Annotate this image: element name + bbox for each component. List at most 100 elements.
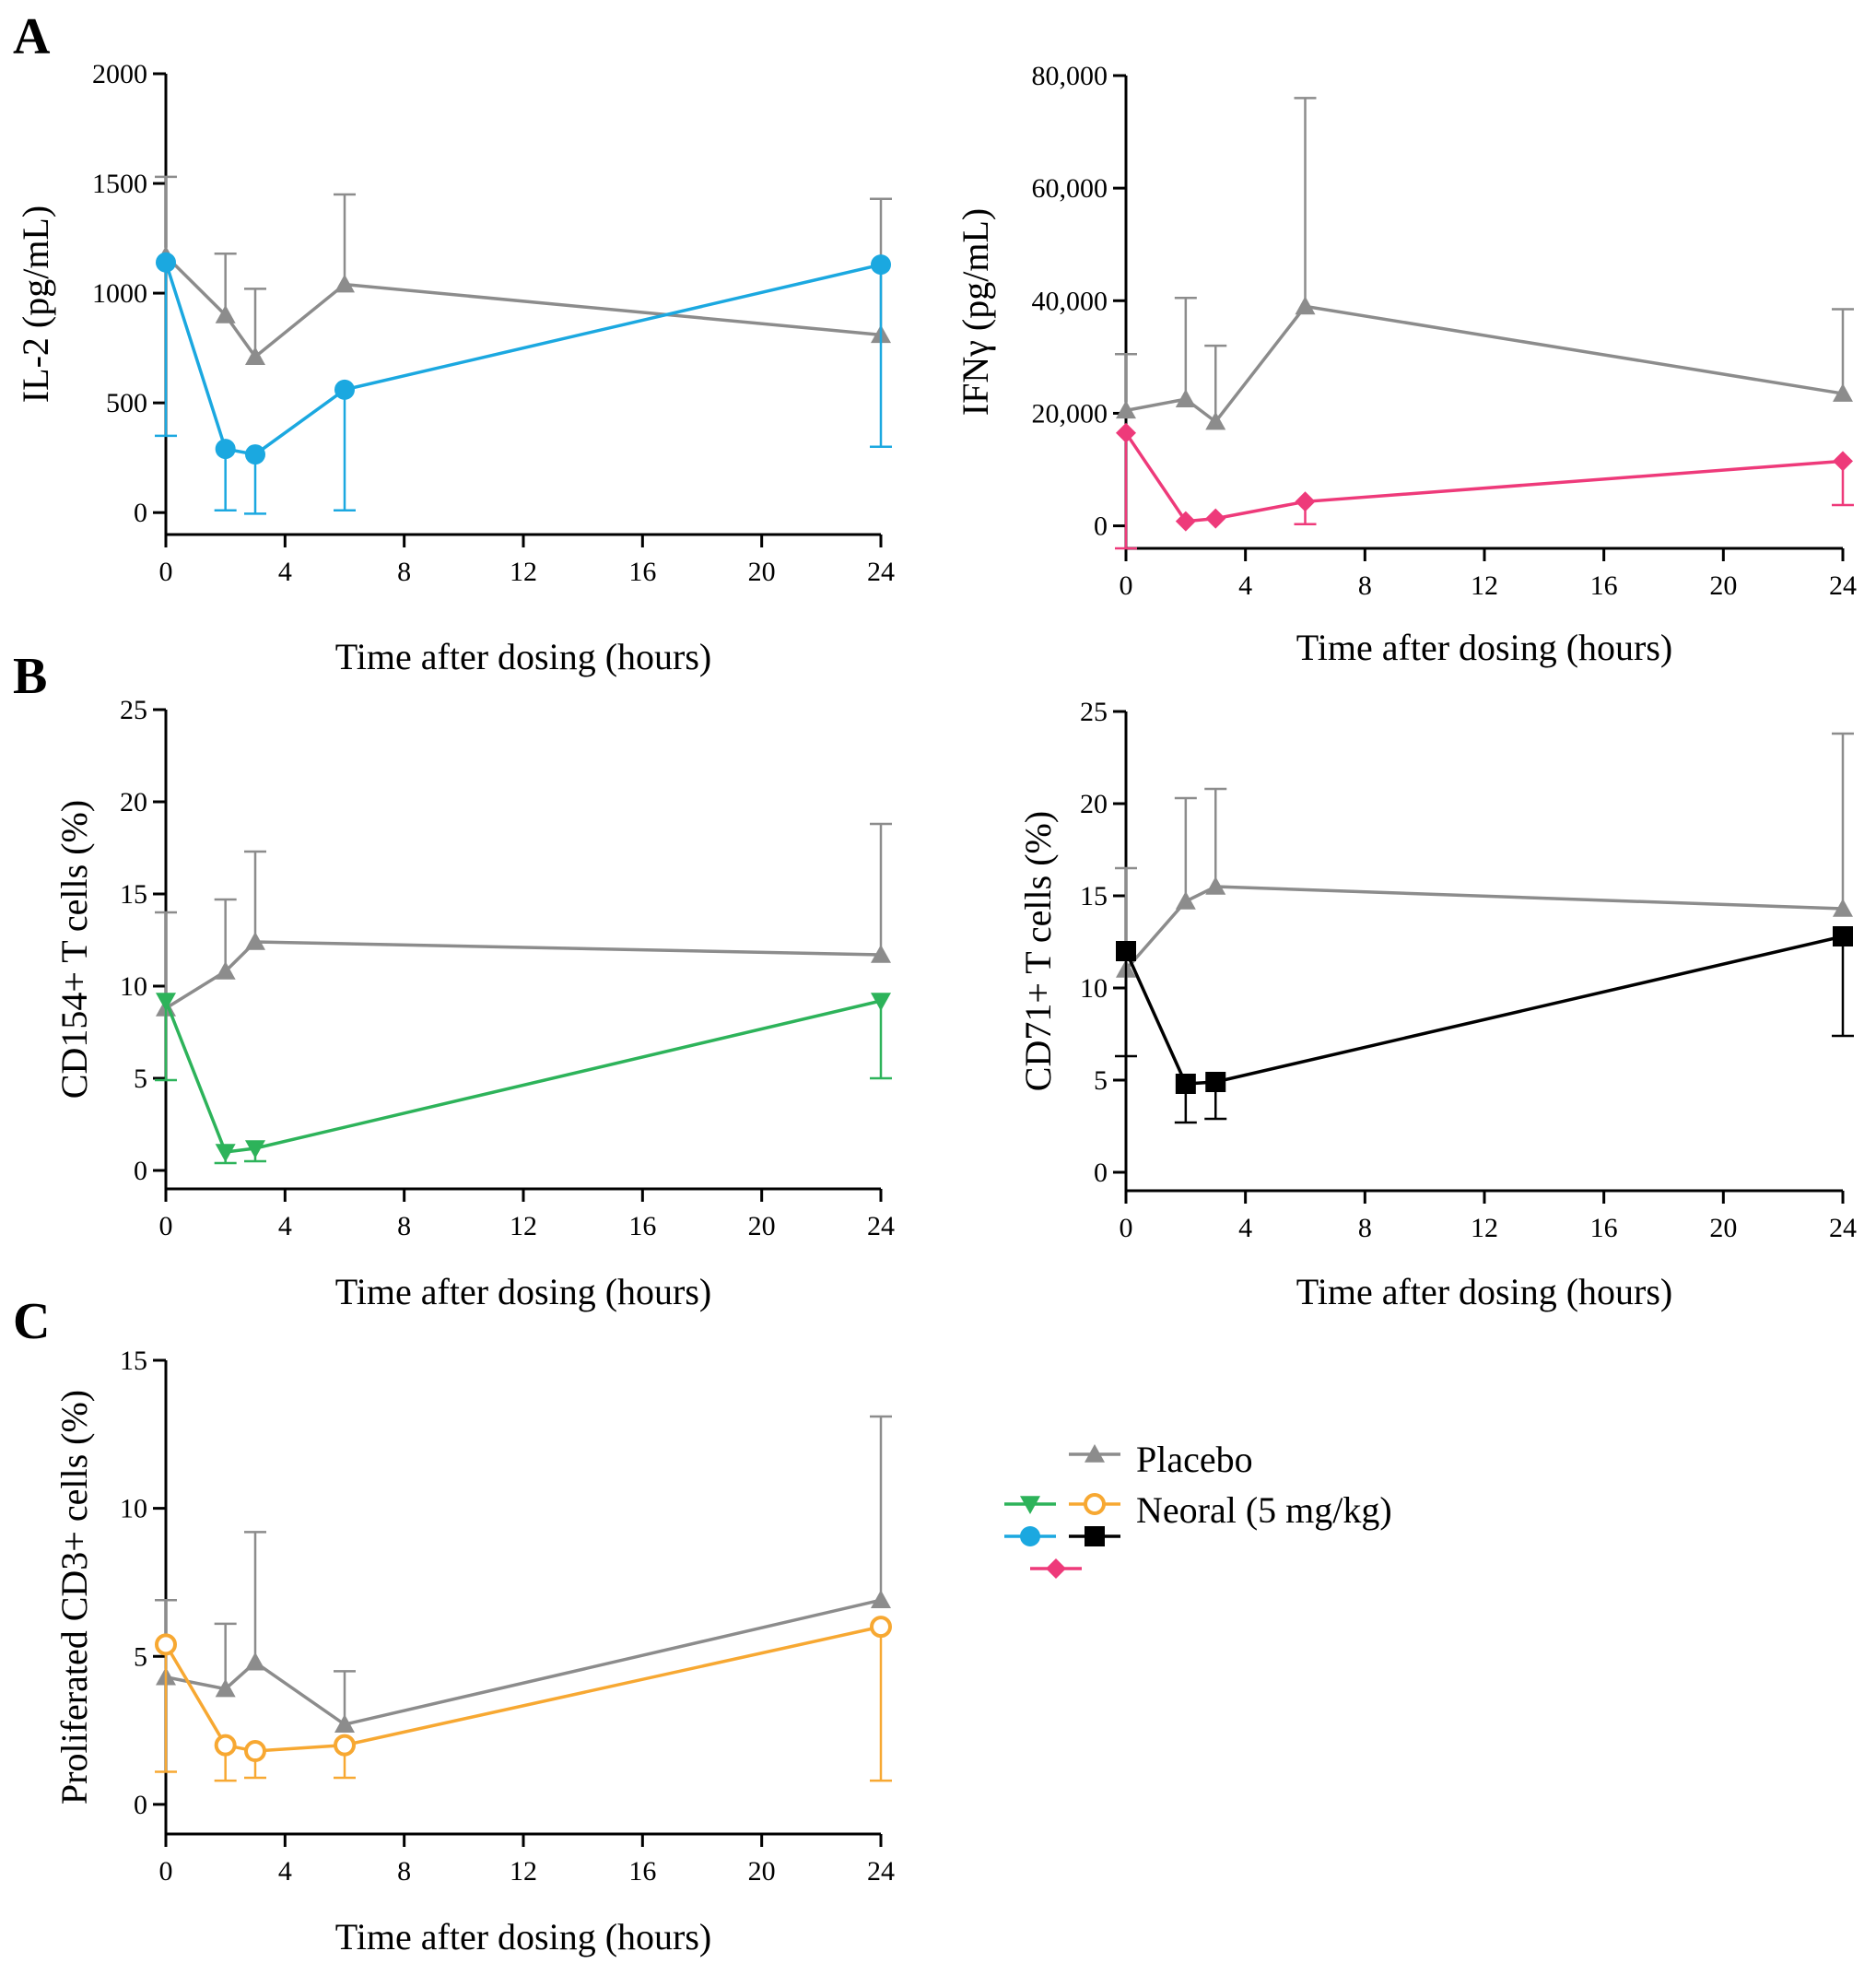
y-tick-label: 10 bbox=[1080, 973, 1108, 1004]
legend-symbol-placebo-marker bbox=[1085, 1444, 1105, 1463]
x-tick-label: 4 bbox=[278, 557, 292, 587]
series-placebo bbox=[155, 822, 892, 1017]
x-tick-label: 12 bbox=[1471, 570, 1498, 601]
series-line bbox=[1124, 935, 1844, 1086]
chart-ifng: 0 20,000 40,000 60,000 80,000 0 4 8 12 16 20 24 Time… bbox=[955, 61, 1857, 668]
data-point bbox=[245, 932, 265, 950]
data-point bbox=[871, 945, 891, 963]
data-point bbox=[1205, 508, 1226, 529]
data-point bbox=[1175, 891, 1196, 910]
data-point bbox=[215, 1144, 236, 1162]
x-tick-label: 12 bbox=[510, 557, 537, 587]
x-tick-label: 0 bbox=[1120, 570, 1133, 601]
data-point bbox=[1116, 400, 1136, 419]
data-point bbox=[1116, 941, 1136, 961]
x-tick-label: 4 bbox=[278, 1211, 292, 1241]
series-line bbox=[1124, 431, 1844, 523]
y-tick-label: 20 bbox=[120, 787, 147, 817]
y-tick-label: 25 bbox=[1080, 697, 1108, 727]
series-neoral bbox=[155, 1616, 892, 1782]
data-point bbox=[1205, 1072, 1226, 1092]
data-point bbox=[215, 961, 236, 980]
y-tick-label: 20 bbox=[1080, 789, 1108, 819]
x-tick-label: 0 bbox=[159, 1856, 173, 1887]
x-tick-label: 16 bbox=[628, 1856, 656, 1887]
x-tick-label: 8 bbox=[397, 557, 411, 587]
y-tick-label: 0 bbox=[134, 498, 147, 528]
x-tick-label: 12 bbox=[510, 1856, 537, 1887]
data-point bbox=[334, 274, 355, 293]
x-tick-label: 20 bbox=[748, 1856, 776, 1887]
data-point bbox=[334, 1714, 355, 1733]
legend-symbols bbox=[1004, 1444, 1120, 1579]
series-neoral bbox=[155, 993, 892, 1165]
y-tick-label: 1500 bbox=[92, 169, 147, 199]
x-tick-label: 20 bbox=[748, 1211, 776, 1241]
x-tick-label: 8 bbox=[1358, 1213, 1372, 1243]
y-tick-label: 15 bbox=[120, 879, 147, 910]
data-point bbox=[871, 254, 891, 276]
data-point bbox=[871, 1590, 891, 1609]
data-point bbox=[334, 1734, 356, 1757]
data-point bbox=[245, 347, 265, 365]
chart-cd71: 0 5 10 15 20 25 0 4 8 12 16 20 24 Time after dosing (… bbox=[1017, 697, 1857, 1312]
y-tick-label: 20,000 bbox=[1032, 398, 1108, 429]
y-tick-label: 0 bbox=[134, 1156, 147, 1186]
panel-label-c: C bbox=[13, 1293, 50, 1350]
y-tick-label: 10 bbox=[120, 971, 147, 1002]
data-point bbox=[1833, 451, 1853, 472]
x-tick-label: 8 bbox=[397, 1856, 411, 1887]
legend-symbol-ifng-marker bbox=[1046, 1558, 1066, 1579]
x-tick-label: 24 bbox=[867, 557, 895, 587]
data-point bbox=[334, 379, 355, 400]
data-point bbox=[1205, 876, 1226, 895]
series-placebo bbox=[155, 1415, 892, 1733]
legend: Placebo Neoral (5 mg/kg) bbox=[1004, 1439, 1392, 1579]
series-line bbox=[164, 254, 882, 359]
y-tick-label: 500 bbox=[106, 388, 147, 418]
y-tick-label: 2000 bbox=[92, 59, 147, 89]
x-tick-label: 24 bbox=[1829, 570, 1857, 601]
data-point bbox=[215, 1678, 236, 1698]
x-axis-label: Time after dosing (hours) bbox=[335, 1271, 711, 1312]
y-tick-label: 0 bbox=[1094, 511, 1108, 542]
chart-il2: 0 500 1000 1500 2000 0 4 8 12 16 20 24 Time after do… bbox=[15, 59, 895, 677]
data-point bbox=[215, 439, 236, 460]
x-tick-label: 0 bbox=[159, 1211, 173, 1241]
x-tick-label: 8 bbox=[1358, 570, 1372, 601]
x-tick-label: 4 bbox=[1238, 570, 1252, 601]
data-point bbox=[244, 1740, 266, 1763]
data-point bbox=[245, 1652, 265, 1671]
data-point bbox=[1205, 411, 1226, 430]
panel-label-b: B bbox=[13, 648, 47, 705]
data-point bbox=[245, 1140, 265, 1158]
x-tick-label: 20 bbox=[1709, 1213, 1737, 1243]
legend-symbol-cd3-marker bbox=[1084, 1493, 1106, 1515]
y-tick-label: 0 bbox=[1094, 1158, 1108, 1188]
x-tick-label: 24 bbox=[867, 1856, 895, 1887]
x-tick-label: 20 bbox=[1709, 570, 1737, 601]
data-point bbox=[245, 444, 265, 465]
legend-label-placebo: Placebo bbox=[1136, 1439, 1253, 1480]
legend-label-neoral: Neoral (5 mg/kg) bbox=[1136, 1489, 1392, 1531]
data-point bbox=[1116, 422, 1136, 443]
chart-cd154: 0 5 10 15 20 25 0 4 8 12 16 20 24 Time after dosing (… bbox=[53, 695, 895, 1312]
x-tick-label: 16 bbox=[628, 1211, 656, 1241]
legend-symbol-cd71-marker bbox=[1085, 1526, 1105, 1546]
y-tick-label: 0 bbox=[134, 1790, 147, 1820]
y-tick-label: 40,000 bbox=[1032, 286, 1108, 316]
x-tick-label: 4 bbox=[1238, 1213, 1252, 1243]
y-tick-label: 5 bbox=[134, 1064, 147, 1094]
series-neoral bbox=[1115, 422, 1854, 550]
data-point bbox=[1295, 491, 1316, 512]
y-tick-label: 80,000 bbox=[1032, 61, 1108, 91]
x-tick-label: 12 bbox=[1471, 1213, 1498, 1243]
y-tick-label: 10 bbox=[120, 1494, 147, 1524]
series-placebo bbox=[1115, 732, 1854, 978]
x-tick-label: 16 bbox=[1590, 570, 1618, 601]
x-tick-label: 0 bbox=[1120, 1213, 1133, 1243]
series-line bbox=[164, 262, 882, 456]
x-tick-label: 24 bbox=[867, 1211, 895, 1241]
data-point bbox=[1833, 899, 1853, 917]
series-line bbox=[164, 1625, 882, 1753]
